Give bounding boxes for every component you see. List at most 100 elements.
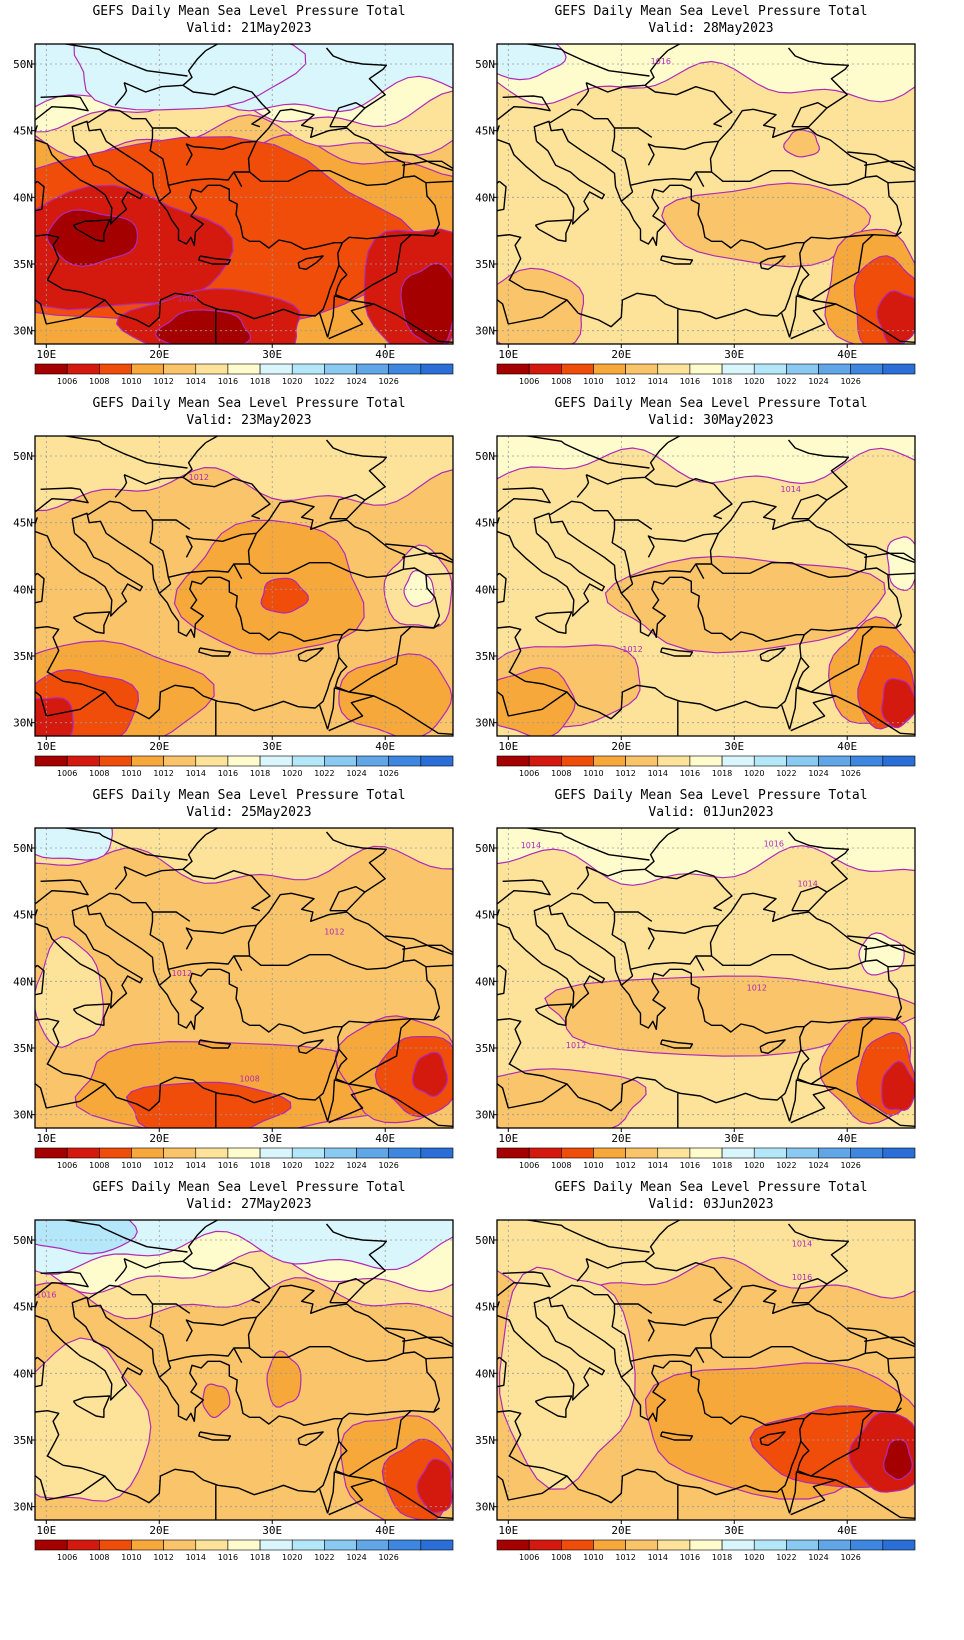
coastline xyxy=(61,44,188,77)
coastline xyxy=(695,563,705,580)
coastline xyxy=(114,474,128,498)
colorbar-swatch xyxy=(388,1539,422,1551)
lat-tick-label: 45N xyxy=(475,1301,495,1314)
lon-tick-label: 10E xyxy=(36,1132,56,1145)
coastline xyxy=(329,102,366,128)
colorbar-label: 1010 xyxy=(121,377,141,386)
colorbar-label: 1012 xyxy=(153,1161,173,1170)
panel-valid-date: Valid: 28May2023 xyxy=(648,21,774,36)
lon-tick-label: 30E xyxy=(262,740,282,753)
map-frame xyxy=(34,1219,454,1521)
pressure-region xyxy=(882,1439,913,1481)
colorbar-label: 1014 xyxy=(648,769,668,778)
lon-tick-label: 40E xyxy=(375,348,395,361)
colorbar-swatch xyxy=(753,755,787,767)
colorbar-swatch xyxy=(786,755,819,767)
colorbar-swatch xyxy=(420,363,454,375)
colorbar-label: 1020 xyxy=(282,1553,302,1562)
lon-tick-label: 30E xyxy=(262,348,282,361)
colorbar-swatch xyxy=(625,363,659,375)
colorbar-swatch xyxy=(850,363,884,375)
coastline xyxy=(182,1260,271,1304)
colorbar-label: 1012 xyxy=(615,769,635,778)
colorbar-label: 1014 xyxy=(648,1161,668,1170)
coastline xyxy=(46,691,106,717)
map-panel: GEFS Daily Mean Sea Level Pressure Total… xyxy=(13,392,474,792)
coastline xyxy=(847,935,915,956)
coastline xyxy=(334,1410,412,1477)
lat-tick-label: 45N xyxy=(13,909,33,922)
lat-tick-label: 35N xyxy=(13,650,33,663)
coastline xyxy=(620,975,634,986)
pressure-region xyxy=(497,44,567,81)
lat-tick-label: 30N xyxy=(13,717,33,730)
coastline xyxy=(497,512,805,720)
coastline xyxy=(72,1003,111,1026)
coastline xyxy=(35,690,47,717)
coastline xyxy=(233,955,243,972)
coastline xyxy=(660,1431,694,1441)
contour-label: 1008 xyxy=(177,294,197,303)
colorbar-label: 1016 xyxy=(680,769,700,778)
coastline xyxy=(614,1303,653,1314)
coastline xyxy=(781,1097,791,1122)
coastline xyxy=(923,1320,954,1413)
colorbar-swatch xyxy=(721,363,755,375)
coastline xyxy=(329,886,366,912)
colorbar-label: 1012 xyxy=(615,1553,635,1562)
colorbar-swatch xyxy=(324,755,357,767)
colorbar-swatch xyxy=(850,755,884,767)
lat-tick-label: 50N xyxy=(475,450,495,463)
coastline xyxy=(233,1347,243,1364)
map-frame xyxy=(496,827,916,1129)
coastline xyxy=(549,500,634,585)
coastline xyxy=(326,295,375,340)
colorbar-swatch xyxy=(99,1539,132,1551)
colorbar-swatch xyxy=(721,1539,755,1551)
colorbar-swatch xyxy=(786,1147,819,1159)
colorbar-swatch xyxy=(195,1147,229,1159)
coastline xyxy=(923,144,954,237)
coastline xyxy=(864,1336,915,1360)
coastline xyxy=(630,563,712,578)
colorbar-label: 1018 xyxy=(712,1161,732,1170)
lat-tick-label: 50N xyxy=(13,58,33,71)
lat-tick-label: 45N xyxy=(13,1301,33,1314)
contour-label: 1016 xyxy=(651,57,671,66)
panel-valid-date: Valid: 27May2023 xyxy=(186,1197,312,1212)
colorbar-label: 1006 xyxy=(519,1553,539,1562)
pressure-region xyxy=(416,1458,453,1514)
coastline xyxy=(35,180,45,212)
colorbar-swatch xyxy=(850,1147,884,1159)
coastline xyxy=(534,219,573,242)
coastline xyxy=(796,234,874,301)
coastline xyxy=(497,1271,551,1297)
coastline xyxy=(233,563,243,580)
coastline xyxy=(158,191,172,202)
colorbar-label: 1010 xyxy=(583,377,603,386)
coastline xyxy=(549,892,634,977)
coastline xyxy=(185,924,257,950)
colorbar-swatch xyxy=(356,755,389,767)
colorbar-swatch xyxy=(324,363,357,375)
colorbar-label: 1018 xyxy=(250,769,270,778)
coastline xyxy=(781,1489,791,1514)
lon-tick-label: 30E xyxy=(724,1524,744,1537)
coastline xyxy=(46,299,106,325)
map-panel: GEFS Daily Mean Sea Level Pressure Total… xyxy=(13,1176,474,1576)
colorbar-swatch xyxy=(66,755,100,767)
coastline xyxy=(647,140,719,166)
colorbar-swatch xyxy=(689,1539,723,1551)
map-frame xyxy=(496,43,916,345)
lat-tick-label: 45N xyxy=(475,909,495,922)
lon-tick-label: 30E xyxy=(262,1132,282,1145)
coastline xyxy=(497,904,805,1112)
coastline xyxy=(921,723,944,728)
colorbar-swatch xyxy=(721,755,755,767)
lon-tick-label: 20E xyxy=(149,740,169,753)
coastline xyxy=(325,47,387,109)
coastline xyxy=(87,108,172,193)
colorbar-swatch xyxy=(66,1539,100,1551)
lon-tick-label: 40E xyxy=(375,1132,395,1145)
coastline xyxy=(61,1220,188,1253)
